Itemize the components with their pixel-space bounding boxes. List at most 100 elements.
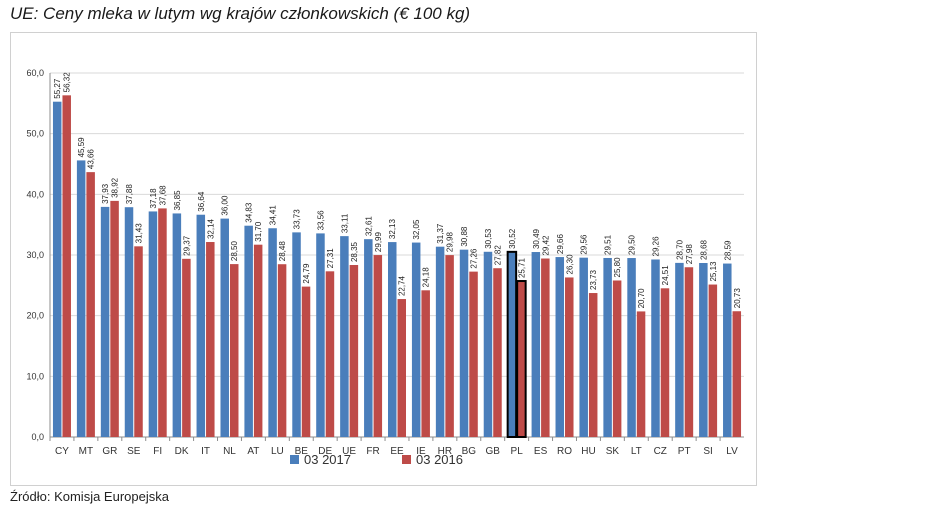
data-label: 28,68 bbox=[699, 239, 708, 260]
data-label: 33,73 bbox=[293, 209, 302, 230]
bar-2016 bbox=[277, 264, 287, 437]
bar-2016 bbox=[110, 200, 119, 437]
bar-2017 bbox=[699, 263, 708, 437]
x-tick-label: FI bbox=[153, 446, 162, 457]
x-tick-label: BG bbox=[462, 446, 477, 457]
bar-2016 bbox=[182, 258, 191, 437]
data-label: 45,59 bbox=[77, 137, 86, 158]
y-tick-label: 30,0 bbox=[26, 250, 44, 260]
bar-2017 bbox=[627, 258, 636, 437]
data-label: 34,83 bbox=[245, 202, 254, 223]
data-label: 30,53 bbox=[484, 228, 493, 249]
data-label: 37,18 bbox=[149, 188, 158, 209]
legend-swatch bbox=[290, 455, 299, 464]
data-label: 29,51 bbox=[604, 234, 613, 255]
x-tick-label: SK bbox=[606, 446, 620, 457]
bar-2016 bbox=[732, 311, 742, 437]
data-label: 29,50 bbox=[628, 234, 637, 255]
y-tick-label: 60,0 bbox=[26, 68, 44, 78]
data-label: 25,80 bbox=[613, 257, 622, 278]
x-tick-label: AT bbox=[247, 446, 259, 457]
data-label: 30,49 bbox=[532, 228, 541, 249]
data-label: 23,73 bbox=[589, 269, 598, 290]
bar-2016 bbox=[134, 246, 143, 437]
data-label: 31,37 bbox=[436, 223, 445, 244]
bar-2017 bbox=[388, 242, 397, 437]
y-tick-label: 40,0 bbox=[26, 189, 44, 199]
x-tick-label: PL bbox=[511, 446, 524, 457]
data-label: 32,14 bbox=[206, 218, 215, 239]
bar-2017 bbox=[364, 239, 373, 437]
bar-2016 bbox=[86, 172, 95, 437]
bar-2017 bbox=[100, 206, 110, 437]
bar-2017 bbox=[148, 211, 158, 437]
bar-2017 bbox=[52, 101, 62, 437]
bar-2017 bbox=[172, 213, 182, 437]
data-label: 25,13 bbox=[709, 261, 718, 282]
data-label: 24,79 bbox=[302, 263, 311, 284]
bar-2016 bbox=[588, 293, 598, 437]
data-label: 30,52 bbox=[508, 228, 517, 249]
bar-2016 bbox=[660, 288, 670, 437]
data-label: 36,00 bbox=[221, 195, 230, 216]
x-tick-label: LV bbox=[726, 446, 738, 457]
bar-2016 bbox=[349, 265, 359, 437]
data-label: 28,70 bbox=[675, 239, 684, 260]
bar-2016 bbox=[397, 299, 406, 437]
bar-2017 bbox=[723, 263, 732, 437]
x-tick-label: NL bbox=[223, 446, 236, 457]
bar-2017 bbox=[459, 249, 469, 437]
bar-2016 bbox=[469, 271, 478, 437]
bar-2017 bbox=[316, 233, 325, 437]
data-label: 36,64 bbox=[197, 191, 206, 212]
bar-2017 bbox=[435, 246, 445, 437]
data-label: 29,56 bbox=[580, 234, 589, 255]
x-tick-label: DK bbox=[175, 446, 189, 457]
bar-2017 bbox=[603, 257, 612, 437]
data-label: 30,88 bbox=[460, 226, 469, 247]
x-tick-label: BE bbox=[295, 446, 309, 457]
bar-2016 bbox=[229, 264, 239, 437]
data-label: 37,68 bbox=[158, 185, 167, 206]
data-label: 22,74 bbox=[398, 275, 407, 296]
data-label: 28,50 bbox=[230, 241, 239, 262]
data-label: 31,43 bbox=[135, 223, 144, 244]
x-tick-label: CZ bbox=[654, 446, 667, 457]
y-tick-label: 20,0 bbox=[26, 311, 44, 321]
x-tick-label: GB bbox=[485, 446, 500, 457]
bar-2016 bbox=[612, 280, 622, 437]
data-label: 24,51 bbox=[661, 265, 670, 286]
x-tick-label: GR bbox=[102, 446, 117, 457]
bar-2016 bbox=[541, 258, 550, 437]
data-label: 28,59 bbox=[723, 240, 732, 261]
data-label: 24,18 bbox=[422, 267, 431, 288]
bar-2017 bbox=[531, 252, 541, 437]
data-label: 36,85 bbox=[173, 190, 182, 211]
bar-2016 bbox=[493, 268, 502, 437]
x-tick-label: PT bbox=[678, 446, 691, 457]
data-label: 29,66 bbox=[556, 233, 565, 254]
data-label: 29,37 bbox=[182, 235, 191, 256]
legend-label: 03 2016 bbox=[416, 452, 463, 467]
bar-2017 bbox=[411, 242, 421, 437]
data-label: 56,32 bbox=[63, 72, 72, 93]
bar-2016 bbox=[158, 208, 167, 437]
data-label: 29,26 bbox=[651, 236, 660, 257]
legend-swatch bbox=[402, 455, 411, 464]
x-tick-label: CY bbox=[55, 446, 69, 457]
data-label: 27,31 bbox=[326, 248, 335, 269]
bar-2017 bbox=[268, 228, 277, 437]
bar-2016 bbox=[565, 277, 574, 437]
x-tick-label: IT bbox=[201, 446, 210, 457]
bar-2016 bbox=[373, 255, 383, 437]
bar-2016 bbox=[62, 95, 71, 438]
x-tick-label: DE bbox=[318, 446, 332, 457]
data-label: 37,88 bbox=[125, 184, 134, 205]
y-tick-label: 0,0 bbox=[31, 432, 44, 442]
x-tick-label: SI bbox=[703, 446, 712, 457]
data-label: 20,73 bbox=[733, 288, 742, 309]
x-tick-label: FR bbox=[366, 446, 379, 457]
data-label: 32,13 bbox=[388, 219, 397, 240]
data-label: 31,70 bbox=[254, 221, 263, 242]
